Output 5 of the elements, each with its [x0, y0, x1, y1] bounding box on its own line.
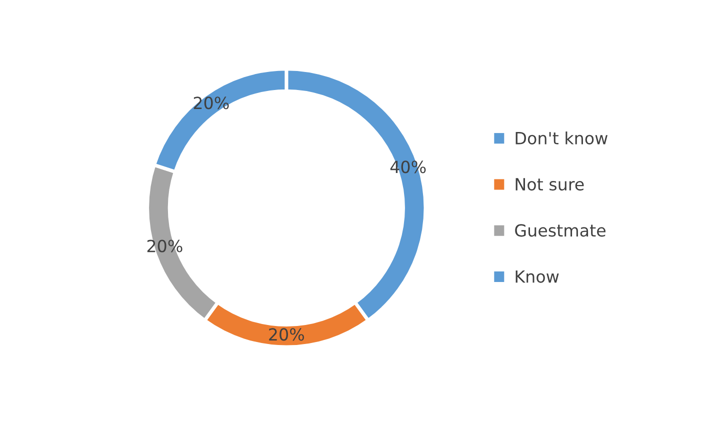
data-label: 20%: [269, 328, 304, 341]
legend-label: Know: [516, 270, 559, 283]
legend-label: Don't know: [516, 132, 608, 144]
legend-label: Guestmate: [515, 224, 606, 237]
legend-label: Not sure: [516, 178, 584, 191]
